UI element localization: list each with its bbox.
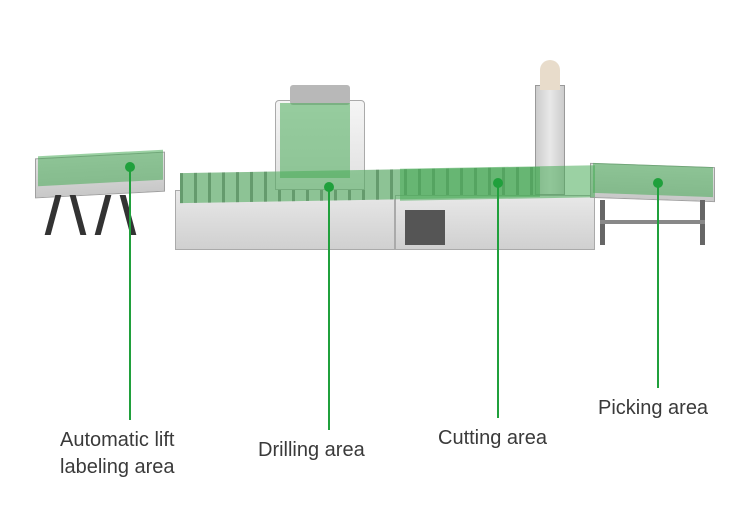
callout-line-drill: [328, 191, 330, 430]
label-drill: Drilling area: [258, 437, 365, 464]
picking-legs: [600, 200, 710, 245]
cutting-panel: [405, 210, 445, 245]
cutting-hose-shape: [540, 60, 560, 90]
drill-top-shape: [290, 85, 350, 105]
lift-legs: [50, 195, 150, 235]
callout-line-cutting: [497, 187, 499, 418]
callout-line-picking: [657, 187, 659, 388]
label-lift: Automatic lift labeling area: [60, 427, 175, 481]
machine-diagram: [35, 95, 715, 275]
label-picking: Picking area: [598, 395, 708, 422]
label-lift-line2: labeling area: [60, 456, 175, 478]
label-lift-line1: Automatic lift: [60, 429, 174, 451]
overlay-drill: [280, 103, 350, 178]
label-cutting: Cutting area: [438, 425, 547, 452]
callout-line-lift: [129, 171, 131, 420]
